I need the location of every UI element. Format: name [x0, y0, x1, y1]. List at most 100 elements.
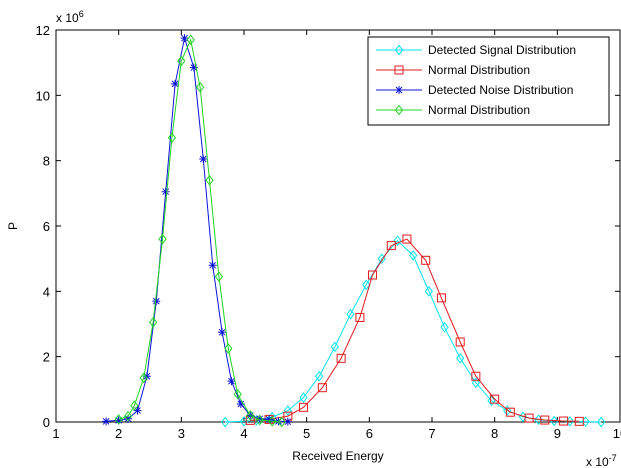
y-tick-label: 12 [36, 23, 50, 38]
square-marker [317, 383, 327, 393]
y-tick-label: 2 [43, 350, 50, 365]
x-tick-label: 1 [52, 426, 59, 441]
star-marker [152, 297, 161, 306]
legend-label: Normal Distribution [428, 103, 530, 117]
x-tick-label: 4 [240, 426, 247, 441]
x-tick-label: 10 [613, 426, 621, 441]
diamond-marker [177, 55, 186, 67]
legend-entry: Normal Distribution [376, 103, 530, 117]
diamond-marker [255, 414, 264, 426]
diamond-marker [205, 174, 214, 186]
diamond-marker [224, 343, 233, 354]
square-marker [355, 312, 365, 322]
square-marker [386, 241, 396, 251]
star-marker [171, 79, 180, 88]
diamond-marker [597, 416, 606, 428]
x-tick-label: 3 [178, 426, 185, 441]
square-marker [436, 293, 446, 303]
star-marker [199, 155, 208, 164]
square-marker [524, 413, 534, 423]
y-tick-label: 10 [36, 88, 50, 103]
square-marker [421, 255, 431, 265]
diamond-marker [214, 271, 224, 282]
square-marker [574, 416, 584, 426]
x-multiplier: x 10-7 [586, 453, 617, 468]
series-line [118, 38, 282, 423]
diamond-marker [440, 321, 449, 333]
diamond-marker [221, 416, 230, 428]
x-tick-label: 5 [303, 426, 310, 441]
legend-entry: Detected Noise Distribution [376, 83, 573, 97]
star-marker [395, 86, 403, 94]
square-marker [505, 407, 515, 417]
diamond-marker [346, 308, 355, 320]
star-marker [255, 414, 264, 423]
diamond-marker [195, 81, 205, 93]
legend-label: Normal Distribution [428, 63, 530, 77]
series-line [250, 238, 580, 422]
axis-ticks: 12345678910024681012 [36, 23, 621, 441]
star-marker [114, 416, 123, 425]
star-marker [265, 415, 274, 424]
star-marker [189, 63, 198, 72]
star-marker [236, 400, 245, 409]
diamond-marker [503, 405, 512, 416]
diamond-marker [487, 395, 496, 407]
diamond-marker [114, 414, 123, 425]
diamond-marker [471, 377, 481, 389]
diamond-marker [394, 104, 404, 116]
y-tick-label: 4 [43, 284, 50, 299]
y-tick-label: 6 [43, 219, 50, 234]
diamond-marker [277, 416, 286, 428]
x-axis-label: Received Energy [292, 449, 383, 463]
legend-entry: Detected Signal Distribution [376, 43, 576, 57]
star-marker [161, 187, 170, 196]
diamond-marker [148, 317, 158, 328]
diamond-marker [456, 352, 465, 364]
diamond-marker [550, 415, 559, 427]
diamond-marker [186, 34, 195, 46]
series-layer [102, 34, 606, 428]
star-marker [124, 414, 133, 423]
x-tick-label: 2 [115, 426, 122, 441]
diamond-marker [330, 341, 340, 353]
y-tick-label: 8 [43, 154, 50, 169]
legend: Detected Signal Distribution Normal Distr… [367, 36, 610, 126]
diamond-marker [246, 410, 255, 421]
x-tick-label: 9 [554, 426, 561, 441]
x-tick-label: 7 [428, 426, 435, 441]
y-axis-label: P [6, 222, 20, 230]
x-tick-label: 6 [366, 426, 373, 441]
diamond-marker [424, 286, 434, 297]
square-marker [540, 415, 550, 425]
legend-entry: Normal Distribution [376, 63, 530, 77]
diamond-marker [393, 235, 402, 247]
star-marker [142, 372, 151, 381]
square-marker [471, 371, 481, 381]
square-marker [394, 65, 404, 75]
diamond-marker [315, 370, 324, 382]
square-marker [299, 402, 309, 412]
diamond-marker [130, 400, 139, 411]
square-marker [455, 337, 465, 347]
square-marker [559, 416, 569, 426]
diamond-marker [167, 132, 177, 144]
diamond-marker [233, 388, 242, 400]
diamond-marker [394, 44, 404, 56]
square-marker [402, 234, 412, 244]
x-tick-label: 8 [491, 426, 498, 441]
star-marker [208, 261, 217, 270]
square-marker [490, 394, 500, 404]
diamond-marker [283, 405, 293, 416]
diamond-marker [268, 416, 277, 427]
star-marker [133, 406, 142, 415]
star-marker [180, 34, 189, 43]
legend-label: Detected Noise Distribution [428, 83, 573, 97]
y-multiplier: x 106 [56, 9, 84, 25]
diamond-marker [123, 410, 133, 422]
series-3 [114, 34, 286, 428]
diamond-marker [299, 392, 308, 403]
star-marker [218, 328, 227, 337]
star-marker [102, 417, 111, 426]
